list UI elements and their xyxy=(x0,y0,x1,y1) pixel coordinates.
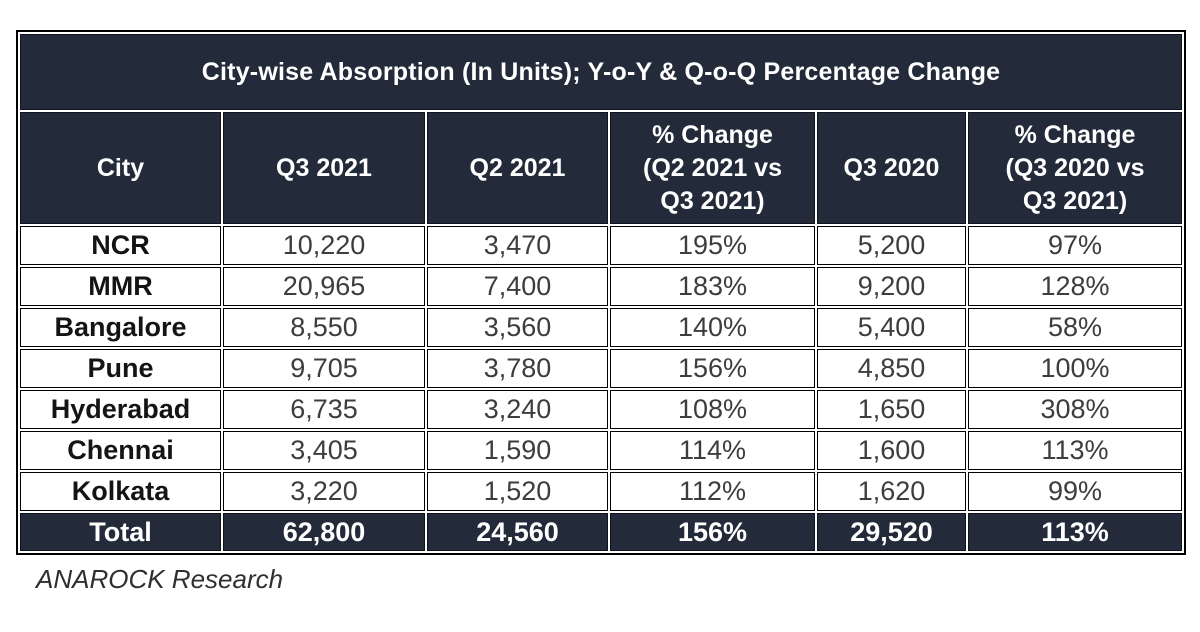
value-cell: 3,405 xyxy=(223,431,425,470)
value-cell: 183% xyxy=(610,267,815,306)
total-label-cell: Total xyxy=(20,513,221,551)
city-cell: NCR xyxy=(20,226,221,265)
total-value-cell: 113% xyxy=(968,513,1183,551)
value-cell: 20,965 xyxy=(223,267,425,306)
value-cell: 3,470 xyxy=(427,226,608,265)
value-cell: 99% xyxy=(968,472,1183,511)
table-row-bangalore: Bangalore 8,550 3,560 140% 5,400 58% xyxy=(20,308,1183,347)
header-row: City Q3 2021 Q2 2021 % Change (Q2 2021 v… xyxy=(20,112,1183,224)
value-cell: 114% xyxy=(610,431,815,470)
table-row-chennai: Chennai 3,405 1,590 114% 1,600 113% xyxy=(20,431,1183,470)
value-cell: 3,220 xyxy=(223,472,425,511)
table-row-mmr: MMR 20,965 7,400 183% 9,200 128% xyxy=(20,267,1183,306)
value-cell: 3,780 xyxy=(427,349,608,388)
table-title: City-wise Absorption (In Units); Y-o-Y &… xyxy=(20,34,1183,110)
value-cell: 195% xyxy=(610,226,815,265)
value-cell: 97% xyxy=(968,226,1183,265)
value-cell: 6,735 xyxy=(223,390,425,429)
value-cell: 4,850 xyxy=(817,349,966,388)
value-cell: 112% xyxy=(610,472,815,511)
value-cell: 1,620 xyxy=(817,472,966,511)
source-note: ANAROCK Research xyxy=(36,564,284,594)
value-cell: 3,560 xyxy=(427,308,608,347)
total-value-cell: 24,560 xyxy=(427,513,608,551)
table-row-ncr: NCR 10,220 3,470 195% 5,200 97% xyxy=(20,226,1183,265)
value-cell: 7,400 xyxy=(427,267,608,306)
header-pct-change-qoq: % Change (Q2 2021 vs Q3 2021) xyxy=(610,112,815,224)
value-cell: 1,650 xyxy=(817,390,966,429)
value-cell: 9,705 xyxy=(223,349,425,388)
header-q3-2021: Q3 2021 xyxy=(223,112,425,224)
total-row: Total 62,800 24,560 156% 29,520 113% xyxy=(20,513,1183,551)
value-cell: 156% xyxy=(610,349,815,388)
value-cell: 5,400 xyxy=(817,308,966,347)
value-cell: 128% xyxy=(968,267,1183,306)
title-row: City-wise Absorption (In Units); Y-o-Y &… xyxy=(20,34,1183,110)
header-pct-change-yoy: % Change (Q3 2020 vs Q3 2021) xyxy=(968,112,1183,224)
value-cell: 10,220 xyxy=(223,226,425,265)
value-cell: 58% xyxy=(968,308,1183,347)
total-value-cell: 29,520 xyxy=(817,513,966,551)
city-cell: MMR xyxy=(20,267,221,306)
page: City-wise Absorption (In Units); Y-o-Y &… xyxy=(16,30,1187,594)
value-cell: 5,200 xyxy=(817,226,966,265)
header-q3-2020: Q3 2020 xyxy=(817,112,966,224)
value-cell: 1,600 xyxy=(817,431,966,470)
value-cell: 3,240 xyxy=(427,390,608,429)
city-cell: Bangalore xyxy=(20,308,221,347)
total-value-cell: 156% xyxy=(610,513,815,551)
value-cell: 1,520 xyxy=(427,472,608,511)
value-cell: 113% xyxy=(968,431,1183,470)
city-cell: Hyderabad xyxy=(20,390,221,429)
absorption-table: City-wise Absorption (In Units); Y-o-Y &… xyxy=(16,30,1187,555)
total-value-cell: 62,800 xyxy=(223,513,425,551)
table-row-kolkata: Kolkata 3,220 1,520 112% 1,620 99% xyxy=(20,472,1183,511)
value-cell: 8,550 xyxy=(223,308,425,347)
value-cell: 1,590 xyxy=(427,431,608,470)
table-row-hyderabad: Hyderabad 6,735 3,240 108% 1,650 308% xyxy=(20,390,1183,429)
table-row-pune: Pune 9,705 3,780 156% 4,850 100% xyxy=(20,349,1183,388)
value-cell: 100% xyxy=(968,349,1183,388)
value-cell: 308% xyxy=(968,390,1183,429)
value-cell: 140% xyxy=(610,308,815,347)
city-cell: Chennai xyxy=(20,431,221,470)
city-cell: Pune xyxy=(20,349,221,388)
header-city: City xyxy=(20,112,221,224)
header-q2-2021: Q2 2021 xyxy=(427,112,608,224)
value-cell: 108% xyxy=(610,390,815,429)
city-cell: Kolkata xyxy=(20,472,221,511)
value-cell: 9,200 xyxy=(817,267,966,306)
